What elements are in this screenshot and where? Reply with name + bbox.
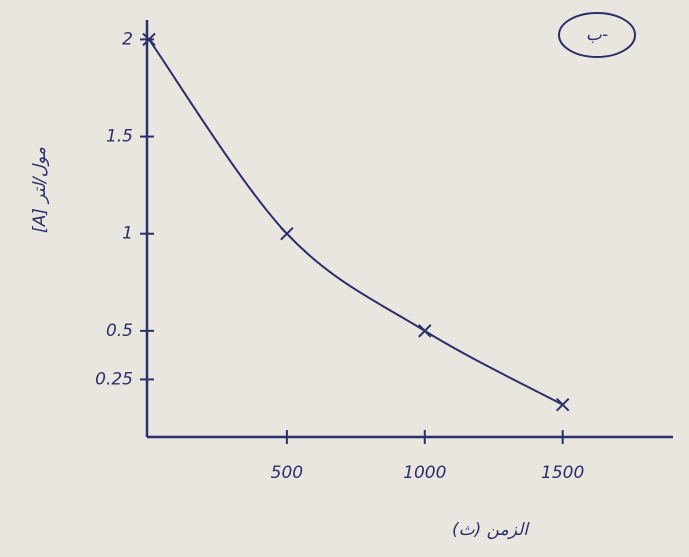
x-axis-label: الزمن (ث) [452,520,530,540]
y-tick-label: 1 [122,224,133,244]
chart: ب- [A] مول/لتر الزمن (ث) 0.25 0.5 1 1.5 2 500… [0,0,689,557]
y-tick-label: 2 [122,29,133,49]
y-axis-label: [A] مول/لتر [30,147,50,233]
page: ب- [A] مول/لتر الزمن (ث) 0.25 0.5 1 1.5 2 500… [0,0,689,557]
x-tick-label: 500 [271,463,303,483]
x-tick-label: 1500 [541,463,584,483]
x-tick-label: 1000 [403,463,446,483]
y-tick-label: 0.5 [106,321,133,341]
paper [0,0,689,557]
y-tick-label: 1.5 [106,127,133,147]
y-tick-label: 0.25 [95,369,133,389]
corner-label: ب- [586,25,608,45]
